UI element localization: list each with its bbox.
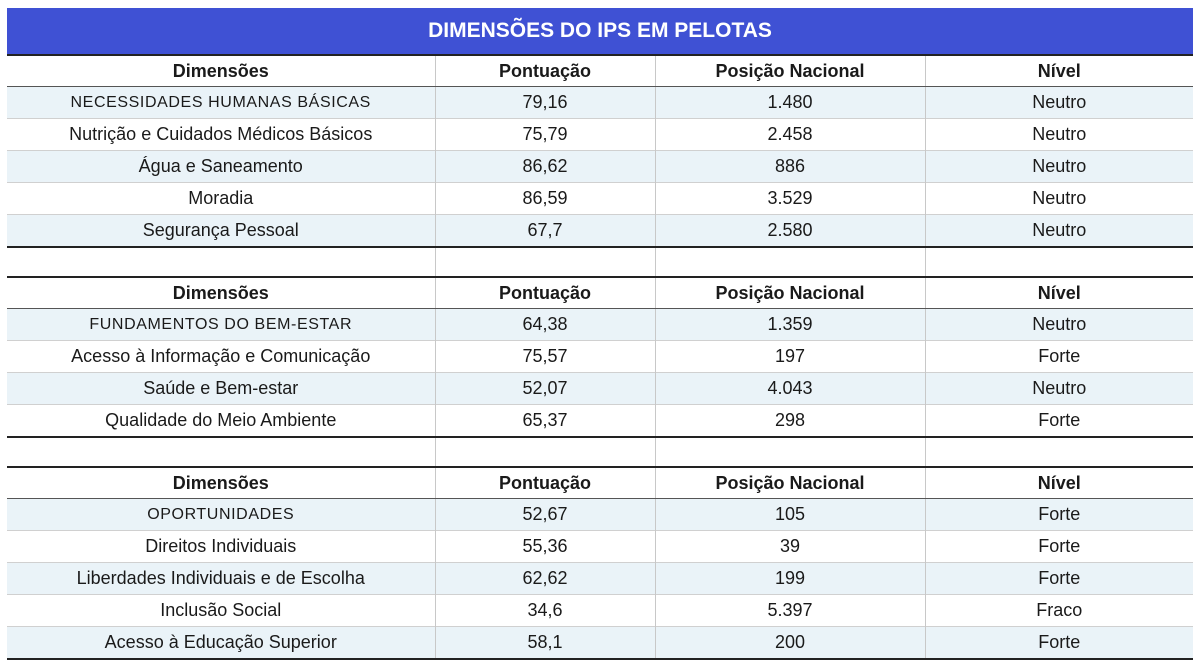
cell-posicao-nacional: 200 [654,626,925,660]
cell-pontuacao: 75,79 [434,118,655,151]
cell-posicao-nacional: 886 [654,150,925,183]
table-row: Água e Saneamento 86,62 886 Neutro [7,150,1193,183]
cell-nivel: Neutro [924,86,1193,119]
cell-posicao-nacional: 39 [654,530,925,563]
header-nivel: Nível [924,54,1193,87]
cell-dimensao: Água e Saneamento [7,150,435,183]
spacer-cell [654,246,925,277]
cell-pontuacao: 86,59 [434,182,655,215]
cell-dimensao: OPORTUNIDADES [7,498,435,531]
cell-posicao-nacional: 2.580 [654,214,925,247]
cell-nivel: Forte [924,562,1193,595]
cell-posicao-nacional: 1.359 [654,308,925,341]
header-posicao-nacional: Posição Nacional [654,466,925,499]
cell-nivel: Forte [924,498,1193,531]
cell-posicao-nacional: 199 [654,562,925,595]
cell-posicao-nacional: 4.043 [654,372,925,405]
table-title: DIMENSÕES DO IPS EM PELOTAS [7,8,1193,54]
table-row: Inclusão Social 34,6 5.397 Fraco [7,594,1193,627]
cell-dimensao: Saúde e Bem-estar [7,372,435,405]
cell-pontuacao: 62,62 [434,562,655,595]
spacer-cell [7,436,435,467]
cell-posicao-nacional: 5.397 [654,594,925,627]
spacer-cell [434,436,655,467]
cell-dimensao: Nutrição e Cuidados Médicos Básicos [7,118,435,151]
cell-posicao-nacional: 298 [654,404,925,437]
cell-pontuacao: 64,38 [434,308,655,341]
cell-posicao-nacional: 3.529 [654,182,925,215]
spacer-cell [654,436,925,467]
table-row: Segurança Pessoal 67,7 2.580 Neutro [7,214,1193,247]
cell-dimensao: NECESSIDADES HUMANAS BÁSICAS [7,86,435,119]
table-row: NECESSIDADES HUMANAS BÁSICAS 79,16 1.480 Ne… [7,86,1193,119]
cell-nivel: Fraco [924,594,1193,627]
table-row: Qualidade do Meio Ambiente 65,37 298 Forte [7,404,1193,437]
header-posicao-nacional: Posição Nacional [654,276,925,309]
spacer-cell [7,246,435,277]
cell-nivel: Forte [924,530,1193,563]
cell-pontuacao: 34,6 [434,594,655,627]
cell-pontuacao: 86,62 [434,150,655,183]
ips-table-figure: DIMENSÕES DO IPS EM PELOTAS Dimensões Pon… [7,8,1193,660]
cell-nivel: Forte [924,340,1193,373]
section-spacer [7,246,1193,277]
table-row: OPORTUNIDADES 52,67 105 Forte [7,498,1193,531]
cell-dimensao: Segurança Pessoal [7,214,435,247]
cell-pontuacao: 79,16 [434,86,655,119]
cell-nivel: Neutro [924,118,1193,151]
spacer-cell [434,246,655,277]
cell-dimensao: Acesso à Informação e Comunicação [7,340,435,373]
table-row: Acesso à Informação e Comunicação 75,57 19… [7,340,1193,373]
header-row: Dimensões Pontuação Posição Nacional Nível [7,54,1193,87]
table-row: Direitos Individuais 55,36 39 Forte [7,530,1193,563]
header-row: Dimensões Pontuação Posição Nacional Nível [7,276,1193,309]
table-row: Liberdades Individuais e de Escolha 62,62… [7,562,1193,595]
cell-pontuacao: 52,07 [434,372,655,405]
cell-dimensao: Liberdades Individuais e de Escolha [7,562,435,595]
cell-posicao-nacional: 105 [654,498,925,531]
table-row: Acesso à Educação Superior 58,1 200 Forte [7,626,1193,660]
cell-nivel: Neutro [924,214,1193,247]
cell-dimensao: Qualidade do Meio Ambiente [7,404,435,437]
header-posicao-nacional: Posição Nacional [654,54,925,87]
cell-posicao-nacional: 197 [654,340,925,373]
cell-pontuacao: 52,67 [434,498,655,531]
cell-nivel: Forte [924,626,1193,660]
table-row: FUNDAMENTOS DO BEM-ESTAR 64,38 1.359 Neutro [7,308,1193,341]
header-nivel: Nível [924,276,1193,309]
table-row: Moradia 86,59 3.529 Neutro [7,182,1193,215]
header-pontuacao: Pontuação [434,466,655,499]
cell-nivel: Neutro [924,308,1193,341]
cell-dimensao: Direitos Individuais [7,530,435,563]
section-spacer [7,436,1193,467]
spacer-cell [924,246,1193,277]
cell-pontuacao: 67,7 [434,214,655,247]
spacer-cell [924,436,1193,467]
header-dimensoes: Dimensões [7,54,435,87]
cell-nivel: Neutro [924,372,1193,405]
header-row: Dimensões Pontuação Posição Nacional Nível [7,466,1193,499]
cell-dimensao: Acesso à Educação Superior [7,626,435,660]
cell-posicao-nacional: 2.458 [654,118,925,151]
cell-posicao-nacional: 1.480 [654,86,925,119]
cell-pontuacao: 55,36 [434,530,655,563]
header-dimensoes: Dimensões [7,276,435,309]
cell-pontuacao: 65,37 [434,404,655,437]
cell-dimensao: Inclusão Social [7,594,435,627]
cell-pontuacao: 58,1 [434,626,655,660]
cell-dimensao: FUNDAMENTOS DO BEM-ESTAR [7,308,435,341]
table-row: Saúde e Bem-estar 52,07 4.043 Neutro [7,372,1193,405]
cell-dimensao: Moradia [7,182,435,215]
cell-pontuacao: 75,57 [434,340,655,373]
cell-nivel: Neutro [924,150,1193,183]
cell-nivel: Neutro [924,182,1193,215]
table-row: Nutrição e Cuidados Médicos Básicos 75,79… [7,118,1193,151]
header-pontuacao: Pontuação [434,276,655,309]
header-pontuacao: Pontuação [434,54,655,87]
ips-table: Dimensões Pontuação Posição Nacional Nível N… [7,54,1193,660]
header-nivel: Nível [924,466,1193,499]
cell-nivel: Forte [924,404,1193,437]
header-dimensoes: Dimensões [7,466,435,499]
